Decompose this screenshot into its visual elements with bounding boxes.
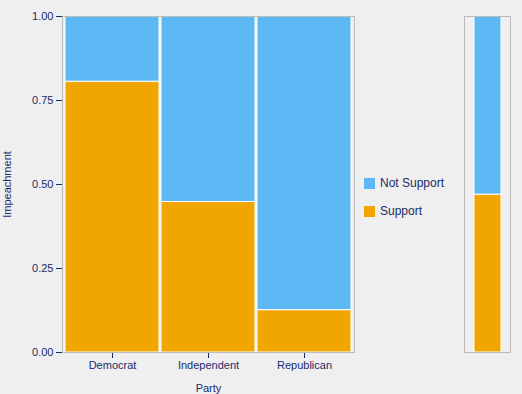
svg-text:0.50: 0.50 [32, 178, 53, 190]
html-text:Not Support: Not Support [380, 176, 444, 190]
svg-text:0.25: 0.25 [32, 262, 53, 274]
svg-text:Impeachment: Impeachment [1, 151, 13, 218]
svg-text:Party: Party [196, 382, 222, 394]
svg-text:0.00: 0.00 [32, 346, 53, 358]
svg-text:Independent: Independent [178, 359, 239, 371]
html-text:Support: Support [380, 204, 422, 218]
svg-text:0.75: 0.75 [32, 94, 53, 106]
svg-text:Republican: Republican [277, 359, 332, 371]
svg-text:Democrat: Democrat [89, 359, 137, 371]
svg-text:1.00: 1.00 [32, 10, 53, 22]
